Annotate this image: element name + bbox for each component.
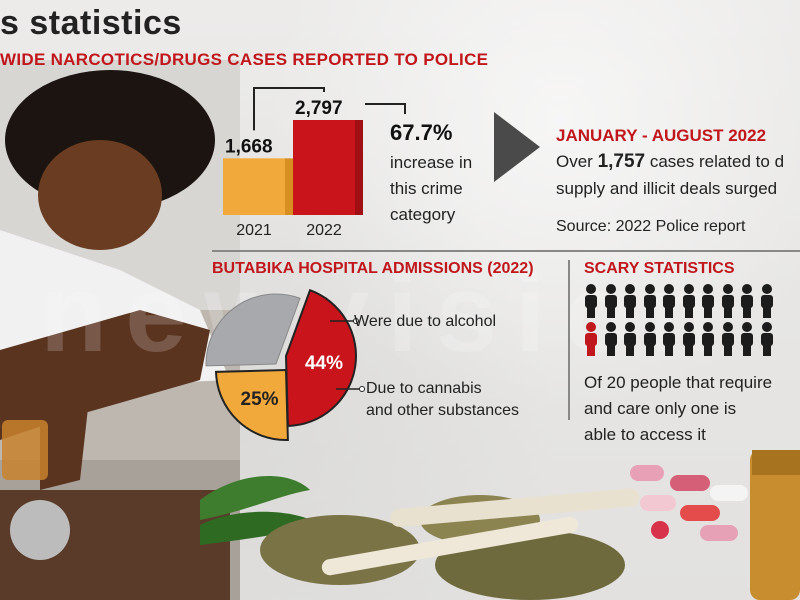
bar-2021 — [223, 158, 285, 215]
person-icon — [663, 322, 675, 356]
pointer-line — [365, 103, 406, 114]
bar-side-2022 — [355, 120, 363, 215]
person-icon — [741, 322, 753, 356]
pie-slice-alcohol-label: 44% — [305, 353, 343, 374]
pie-slice-alcohol — [284, 288, 357, 428]
period-suffix: cases related to d — [645, 152, 785, 171]
cannabis-label: Due to cannabis and other substances — [366, 378, 519, 422]
alcohol-label: Were due to alcohol — [354, 313, 497, 330]
person-icon — [624, 322, 636, 356]
person-icon — [585, 322, 597, 356]
increase-description: increase in this crime category — [390, 153, 473, 224]
divider-horizontal — [212, 250, 800, 252]
period-prefix: Over — [556, 152, 598, 171]
butabika-pie-chart: 44% 25% — [205, 288, 357, 441]
police-cases-bar-chart: 2021 1,668 2022 2,797 — [223, 87, 406, 239]
period-line2: supply and illicit deals surged — [556, 179, 778, 198]
pie-slice-cannabis — [214, 368, 289, 441]
person-icon — [643, 284, 656, 318]
person-icon — [604, 284, 617, 318]
person-icon — [663, 284, 675, 318]
leader-line-alcohol — [330, 318, 359, 324]
person-icon — [721, 322, 734, 356]
bar-side-2021 — [285, 158, 293, 215]
period-description: Over 1,757 cases related to d supply and… — [556, 148, 800, 202]
pie-slice-cannabis-label: 25% — [241, 389, 279, 410]
cannabis-label-line2: and other substances — [366, 402, 519, 419]
person-icon — [741, 284, 753, 318]
person-icon — [702, 322, 714, 356]
bar-2022 — [293, 120, 355, 215]
scary-line2: and care only one is — [584, 399, 737, 418]
scary-line1: Of 20 people that require — [584, 373, 773, 392]
page-title: s statistics — [0, 4, 182, 42]
butabika-heading: BUTABIKA HOSPITAL ADMISSIONS (2022) — [212, 260, 534, 277]
comparison-bracket — [253, 87, 325, 131]
scary-heading: SCARY STATISTICS — [584, 260, 735, 277]
person-icon — [760, 284, 773, 318]
leader-line-cannabis — [336, 386, 365, 392]
period-heading: JANUARY - AUGUST 2022 — [556, 126, 767, 145]
cannabis-label-line1: Due to cannabis — [366, 380, 482, 397]
person-icon — [585, 284, 597, 318]
tick-label-2021: 2021 — [236, 222, 272, 239]
person-icon — [604, 322, 617, 356]
person-icon — [760, 322, 773, 356]
scary-description: Of 20 people that require and care only … — [584, 370, 772, 448]
person-icon — [682, 322, 695, 356]
man-photo — [0, 60, 240, 600]
pie-slice-other — [205, 293, 301, 367]
value-label-2021: 1,668 — [225, 136, 273, 157]
increase-percent: 67.7% — [390, 120, 453, 145]
people-icon-grid — [584, 284, 800, 360]
tick-label-2022: 2022 — [306, 222, 342, 239]
play-arrow-icon — [494, 112, 540, 182]
page-subtitle: WIDE NARCOTICS/DRUGS CASES REPORTED TO P… — [0, 50, 489, 69]
scary-line3: able to access it — [584, 425, 706, 444]
person-icon — [682, 284, 695, 318]
person-icon — [624, 284, 636, 318]
person-icon — [643, 322, 656, 356]
drugs-decoration — [200, 450, 800, 600]
person-icon — [702, 284, 714, 318]
period-number: 1,757 — [597, 151, 646, 172]
person-icon — [721, 284, 734, 318]
value-label-2022: 2,797 — [295, 98, 343, 119]
divider-vertical — [568, 260, 570, 420]
source-note: Source: 2022 Police report — [556, 218, 746, 235]
